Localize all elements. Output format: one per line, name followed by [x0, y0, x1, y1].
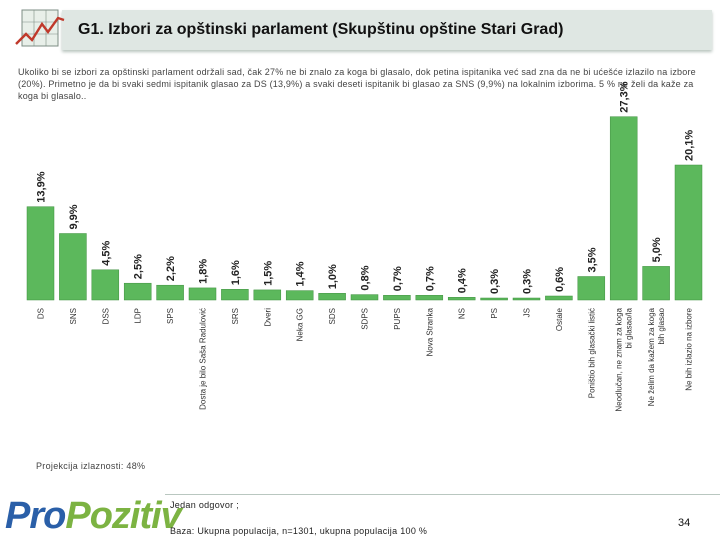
logo-pozitiv-text: Pozitiv — [65, 495, 181, 537]
category-label: Ne želim da kažem za kogabih glasao — [647, 307, 666, 406]
bar — [91, 269, 120, 301]
category-label: SDPS — [361, 308, 370, 330]
bar — [480, 297, 508, 301]
data-label: 1,0% — [327, 264, 339, 289]
data-label: 20,1% — [684, 130, 696, 161]
bar — [318, 293, 346, 301]
bar — [674, 164, 703, 301]
category-label: Poništio bih glasački listić — [587, 308, 596, 398]
data-label: 2,5% — [133, 254, 145, 279]
bar — [447, 297, 476, 301]
page-number: 34 — [678, 517, 691, 529]
data-label: 4,5% — [100, 241, 112, 266]
page-title: G1. Izbori za opštinski parlament (Skupš… — [78, 21, 564, 38]
category-label: SDS — [328, 308, 337, 324]
category-label: NS — [458, 308, 467, 319]
category-label: SPS — [166, 308, 175, 324]
data-label: 0,3% — [522, 269, 534, 294]
category-label: SRS — [231, 308, 240, 324]
bar — [545, 295, 573, 301]
data-label: 0,8% — [360, 265, 372, 290]
data-label: 0,7% — [392, 266, 404, 291]
category-label: Neodlučan, ne znam za kogabi glasao/la — [615, 307, 634, 411]
data-label: 0,4% — [457, 268, 469, 293]
category-label: LDP — [134, 308, 143, 324]
category-label: PUPS — [393, 308, 402, 330]
bar — [285, 290, 314, 301]
data-label: 3,5% — [586, 247, 598, 272]
category-label: Nekа GG — [296, 308, 305, 341]
category-label: PS — [490, 308, 499, 319]
bar — [26, 206, 55, 301]
chart-logo-icon — [15, 9, 65, 47]
bar — [415, 295, 444, 301]
category-label: Ostale — [555, 307, 564, 331]
data-label: 13,9% — [36, 171, 48, 202]
propozitiv-logo: ProPozitiv — [0, 494, 182, 540]
category-label: Ne bih izlazio na izbore — [685, 307, 694, 390]
turnout-label: Projekcija izlaznosti: 48% — [36, 461, 146, 471]
data-label: 1,8% — [198, 259, 210, 284]
bar — [642, 266, 670, 301]
category-label: Nova Stranka — [425, 307, 434, 356]
bar — [350, 294, 379, 301]
data-label: 27,3% — [619, 81, 631, 112]
bar — [383, 295, 411, 301]
footer-note: Jedan odgovor ; — [170, 500, 240, 510]
data-label: 1,6% — [230, 260, 242, 285]
data-label: 1,4% — [295, 261, 307, 286]
category-label: DSS — [101, 308, 110, 324]
bar — [577, 276, 606, 301]
bar — [59, 233, 87, 301]
bar — [188, 287, 217, 301]
title-bar — [62, 10, 712, 50]
category-label: DS — [37, 308, 46, 319]
logo-pro-text: Pro — [5, 495, 66, 537]
data-label: 2,2% — [165, 256, 177, 281]
category-label: JS — [523, 308, 532, 317]
data-label: 9,9% — [68, 204, 80, 229]
footer-base: Baza: Ukupna populacija, n=1301, ukupna … — [170, 526, 428, 536]
bar — [609, 116, 638, 301]
category-label: Dosta je bilo Saša Radulović — [199, 308, 208, 410]
data-label: 0,7% — [424, 266, 436, 291]
bar — [512, 297, 541, 301]
data-label: 0,3% — [489, 269, 501, 294]
description-text: Ukoliko bi se izbori za opštinski parlam… — [18, 67, 696, 101]
bar — [253, 289, 282, 301]
bar — [156, 284, 184, 301]
data-label: 1,5% — [262, 261, 274, 286]
footer-bar — [165, 494, 720, 541]
category-label: SNS — [69, 308, 78, 324]
bar — [221, 289, 249, 301]
bar — [123, 282, 152, 301]
data-label: 0,6% — [554, 267, 566, 292]
data-label: 5,0% — [651, 237, 663, 262]
category-label: Dveri — [263, 308, 272, 327]
